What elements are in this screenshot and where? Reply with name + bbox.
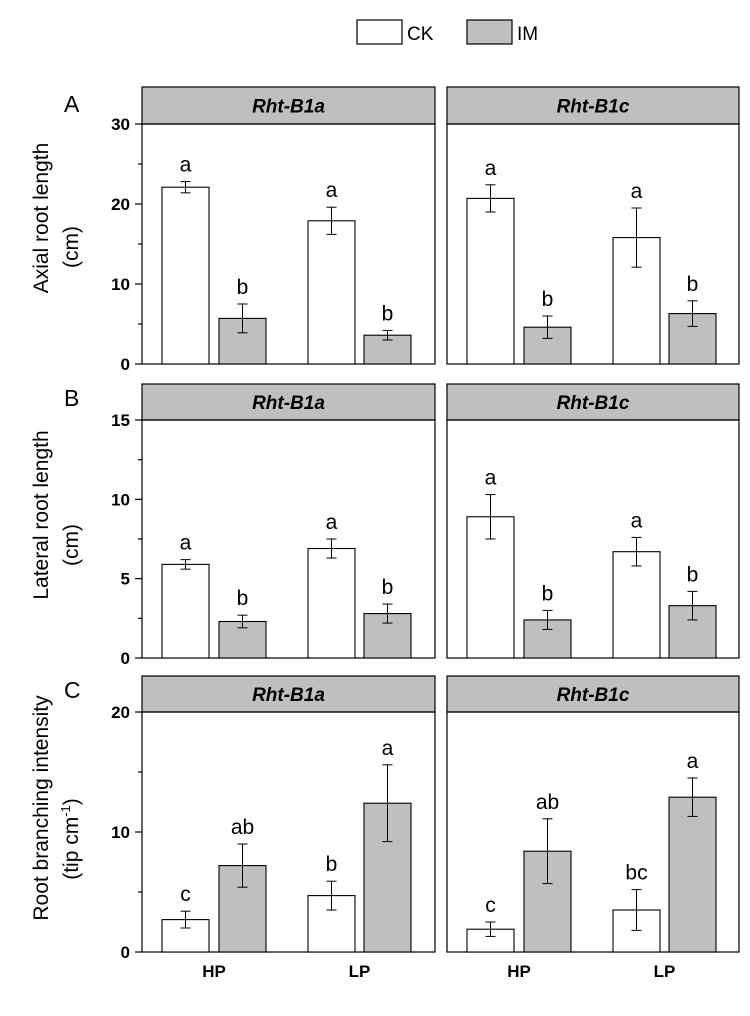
y-tick-label: 30 [111, 115, 130, 134]
significance-letter: b [687, 563, 699, 586]
panel-letter: A [64, 91, 80, 117]
panel-c: C Root branching intensity (tip cm-1) 0 10 20… [30, 675, 740, 981]
legend-swatch-im [466, 19, 513, 45]
y-tick-label: 20 [111, 195, 130, 214]
significance-letter: bc [625, 862, 647, 885]
significance-letter: a [326, 511, 338, 534]
facet-rht-b1a: Rht-B1a c b ab a HP LP [141, 675, 436, 981]
significance-letter: c [485, 894, 496, 917]
legend-label-im: IM [517, 24, 538, 45]
significance-letter: b [542, 582, 554, 605]
x-tick-label: HP [507, 962, 531, 981]
plot-frame [141, 419, 436, 659]
significance-letter: a [326, 179, 338, 202]
y-axis-label: Axial root length [30, 143, 53, 294]
facet-title: Rht-B1a [252, 393, 325, 414]
bar-ck [466, 516, 515, 659]
facet-title: Rht-B1a [252, 97, 325, 118]
facet-strip [446, 675, 740, 713]
significance-letter: a [180, 154, 192, 177]
facet-rht-b1c: Rht-B1c a a b b [446, 86, 740, 365]
significance-letter: ab [536, 791, 559, 814]
significance-letter: a [382, 737, 394, 760]
facet-strip [141, 675, 436, 713]
significance-letter: b [237, 587, 249, 610]
y-axis-unit-close: ) [60, 798, 83, 805]
panel-b: B Lateral root length (cm) 0 5 10 15 Rht-B1a a a b… [30, 383, 740, 668]
plot-frame [446, 419, 740, 659]
significance-letter: a [485, 157, 497, 180]
significance-letter: b [382, 302, 394, 325]
bar-im [218, 317, 267, 365]
y-tick-label: 20 [111, 703, 130, 722]
y-axis-unit: (cm) [60, 226, 83, 268]
y-tick-label: 10 [111, 275, 130, 294]
facet-rht-b1c: Rht-B1c c bc ab a HP LP [446, 675, 740, 981]
facet-strip [141, 383, 436, 421]
plot-frame [446, 123, 740, 365]
y-axis-unit: (tip cm-1) [58, 798, 83, 880]
significance-letter: a [631, 180, 643, 203]
y-axis-label: Lateral root length [30, 430, 53, 599]
significance-letter: ab [231, 816, 254, 839]
significance-letter: b [326, 853, 338, 876]
x-tick-label: LP [349, 962, 371, 981]
bar-im [668, 313, 717, 365]
bar-ck [307, 547, 356, 659]
significance-letter: a [631, 509, 643, 532]
significance-letter: b [237, 276, 249, 299]
significance-letter: a [485, 467, 497, 490]
facet-title: Rht-B1a [252, 685, 325, 706]
facet-rht-b1c: Rht-B1c a a b b [446, 383, 740, 659]
facet-rht-b1a: Rht-B1a a a b b [141, 86, 436, 365]
y-axis-unit-superscript: -1 [58, 805, 73, 817]
y-axis-label: Root branching intensity [30, 695, 53, 921]
bar-ck [466, 197, 515, 365]
x-tick-label: LP [654, 962, 676, 981]
bar-im [668, 796, 717, 953]
facet-strip [446, 383, 740, 421]
facet-title: Rht-B1c [557, 97, 630, 118]
y-tick-label: 0 [121, 355, 130, 374]
significance-letter: b [382, 576, 394, 599]
legend-label-ck: CK [407, 24, 434, 45]
panel-letter: B [64, 385, 79, 411]
bar-ck [161, 563, 210, 659]
significance-letter: a [687, 750, 699, 773]
significance-letter: b [542, 288, 554, 311]
significance-letter: b [687, 273, 699, 296]
facet-title: Rht-B1c [557, 393, 630, 414]
legend-swatch-ck [356, 19, 403, 45]
plot-frame [141, 711, 436, 953]
plot-frame [446, 711, 740, 953]
y-tick-label: 15 [111, 411, 130, 430]
significance-letter: c [180, 883, 191, 906]
bar-ck [307, 220, 356, 365]
y-tick-label: 5 [121, 570, 130, 589]
bar-ck [161, 186, 210, 365]
facet-rht-b1a: Rht-B1a a a b b [141, 383, 436, 659]
y-tick-label: 10 [111, 490, 130, 509]
panel-a: A Axial root length (cm) 0 10 20 30 Rht-B1a a a b b… [30, 86, 740, 374]
panel-letter: C [64, 677, 81, 703]
significance-letter: a [180, 532, 192, 555]
plot-frame [141, 123, 436, 365]
facet-strip [446, 86, 740, 125]
y-axis-unit: (cm) [60, 524, 83, 566]
y-tick-label: 10 [111, 823, 130, 842]
legend: CK IM [356, 19, 538, 45]
x-tick-label: HP [202, 962, 226, 981]
bar-ck [612, 551, 661, 659]
y-tick-label: 0 [121, 649, 130, 668]
facet-title: Rht-B1c [557, 685, 630, 706]
y-tick-label: 0 [121, 943, 130, 962]
